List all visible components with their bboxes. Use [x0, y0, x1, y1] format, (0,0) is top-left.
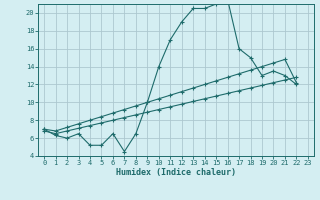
- X-axis label: Humidex (Indice chaleur): Humidex (Indice chaleur): [116, 168, 236, 177]
